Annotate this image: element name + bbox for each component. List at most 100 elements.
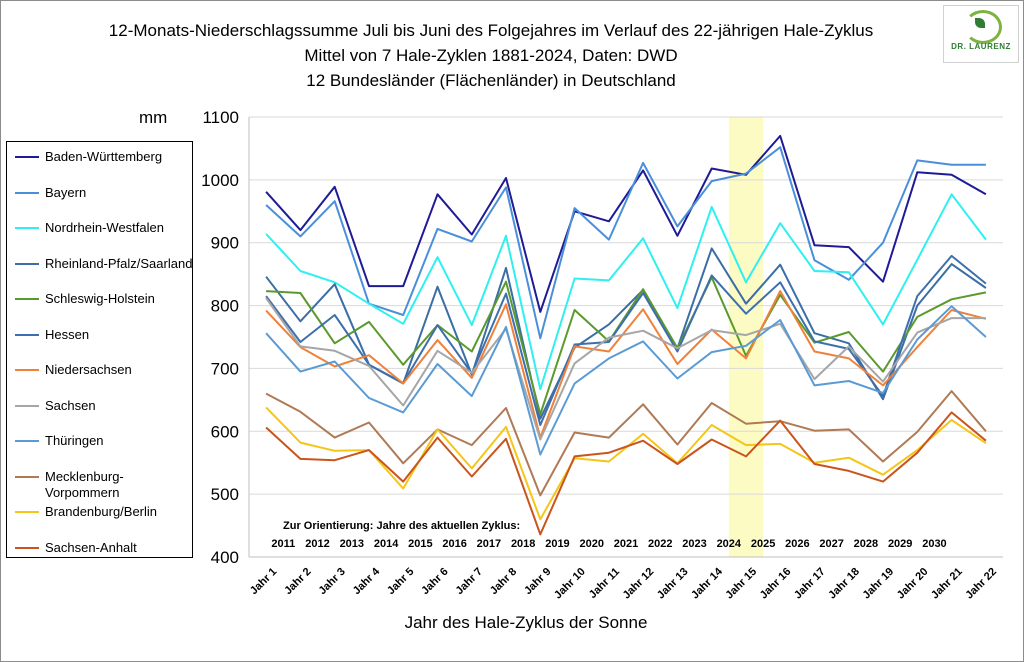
x-axis-title: Jahr des Hale-Zyklus der Sonne (404, 613, 648, 632)
series-line-10 (265, 406, 987, 521)
cycle-year-label: 2016 (442, 538, 466, 550)
cycle-year-label: 2023 (682, 538, 706, 550)
legend-label: Baden-Württemberg (45, 149, 163, 164)
legend-swatch (15, 475, 39, 478)
legend-item: Hessen (15, 327, 190, 363)
chart-legend: Baden-Württemberg Bayern Nordrhein-Westfal… (6, 141, 193, 558)
x-tick-label: Jahr 5 (385, 566, 416, 597)
legend-item: Brandenburg/Berlin (15, 504, 190, 540)
legend-swatch (15, 404, 39, 407)
legend-item: Bayern (15, 185, 190, 221)
x-tick-label: Jahr 2 (282, 566, 313, 597)
legend-label: Brandenburg/Berlin (45, 504, 158, 519)
x-tick-label: Jahr 6 (419, 566, 450, 597)
chart-title-line-2: Mittel von 7 Hale-Zyklen 1881-2024, Date… (304, 46, 678, 65)
cycle-year-label: 2027 (819, 538, 843, 550)
logo-leaf-icon (975, 18, 985, 28)
legend-label: Mecklenburg-Vorpommern (45, 468, 124, 500)
y-tick-label: 600 (211, 422, 239, 441)
legend-label: Niedersachsen (45, 362, 132, 377)
cycle-year-label: 2026 (785, 538, 809, 550)
cycle-year-label: 2015 (408, 538, 432, 550)
logo-text: DR. LAURENZ (951, 42, 1011, 51)
x-tick-label: Jahr 4 (351, 565, 383, 597)
y-axis-unit-label: mm (139, 108, 168, 127)
legend-label: Hessen (45, 326, 90, 342)
x-tick-label: Jahr 20 (895, 566, 931, 602)
series-line-6 (265, 290, 987, 439)
x-tick-label: Jahr 11 (587, 566, 622, 601)
x-tick-label: Jahr 12 (621, 566, 657, 602)
cycle-year-label: 2020 (579, 538, 603, 550)
cycle-year-label: 2017 (477, 538, 501, 550)
series-line-2 (265, 193, 987, 391)
legend-swatch (15, 262, 39, 265)
legend-label: Rheinland-Pfalz/Saarland (45, 255, 193, 271)
y-tick-label: 800 (211, 297, 239, 316)
legend-label: Sachsen (45, 397, 96, 413)
x-tick-label: Jahr 21 (929, 566, 965, 602)
legend-swatch (15, 333, 39, 336)
legend-swatch (15, 369, 39, 371)
legend-swatch (15, 156, 39, 158)
legend-item: Nordrhein-Westfalen (15, 220, 190, 256)
legend-swatch (15, 546, 39, 549)
y-tick-label: 700 (211, 359, 239, 378)
x-tick-label: Jahr 15 (723, 566, 759, 602)
series-line-8 (265, 305, 987, 456)
legend-item: Rheinland-Pfalz/Saarland (15, 255, 193, 292)
legend-item: Sachsen-Anhalt (15, 540, 190, 576)
x-tick-label: Jahr 9 (522, 566, 553, 597)
series-line-4 (266, 276, 987, 416)
series-line-0 (265, 134, 987, 313)
legend-label: Schleswig-Holstein (45, 291, 155, 306)
series-line-11 (265, 411, 987, 536)
x-tick-label: Jahr 10 (552, 566, 588, 602)
legend-swatch (15, 227, 39, 229)
cycle-year-label: 2021 (614, 538, 638, 550)
legend-label: Nordrhein-Westfalen (45, 220, 164, 235)
cycle-year-label: 2011 (271, 538, 295, 550)
legend-item: Sachsen (15, 398, 190, 434)
x-tick-label: Jahr 13 (655, 566, 691, 602)
legend-swatch (15, 511, 39, 513)
y-tick-label: 400 (211, 548, 239, 567)
cycle-year-label: 2013 (340, 538, 364, 550)
y-tick-label: 1000 (201, 171, 239, 190)
cycle-year-label: 2019 (545, 538, 569, 550)
x-tick-label: Jahr 19 (861, 566, 897, 602)
cycle-year-label: 2022 (648, 538, 672, 550)
chart-title-line-3: 12 Bundesländer (Flächenländer) in Deuts… (306, 71, 676, 90)
legend-item: Baden-Württemberg (15, 149, 190, 185)
cycle-year-label: 2024 (717, 538, 742, 550)
x-tick-label: Jahr 8 (488, 566, 519, 597)
y-tick-label: 900 (211, 234, 239, 253)
dr-laurenz-logo: DR. LAURENZ (943, 5, 1019, 63)
cycle-year-label: 2025 (751, 538, 775, 550)
series-line-9 (265, 390, 987, 497)
x-tick-label: Jahr 1 (248, 566, 279, 597)
x-tick-label: Jahr 14 (689, 565, 725, 601)
cycle-year-label: 2030 (922, 538, 946, 550)
legend-label: Sachsen-Anhalt (45, 539, 137, 555)
series-line-1 (265, 146, 986, 340)
cycle-year-label: 2012 (305, 538, 329, 550)
x-tick-label: Jahr 7 (454, 566, 485, 597)
cycle-year-label: 2028 (854, 538, 878, 550)
chart-title-line-1: 12-Monats-Niederschlagssumme Juli bis Ju… (108, 21, 874, 40)
legend-label: Bayern (45, 184, 87, 200)
y-tick-label: 1100 (202, 108, 239, 127)
legend-item: Schleswig-Holstein (15, 291, 190, 327)
x-tick-label: Jahr 17 (792, 566, 828, 602)
cycle-year-label: 2018 (511, 538, 535, 550)
legend-item: Niedersachsen (15, 362, 190, 398)
x-tick-label: Jahr 16 (758, 566, 794, 602)
cycle-year-label: 2014 (374, 538, 399, 550)
legend-item: Thüringen (15, 433, 190, 469)
series-line-7 (265, 297, 986, 441)
logo-ring-icon (964, 10, 1002, 44)
x-tick-label: Jahr 18 (826, 566, 862, 602)
legend-label: Thüringen (45, 433, 104, 448)
